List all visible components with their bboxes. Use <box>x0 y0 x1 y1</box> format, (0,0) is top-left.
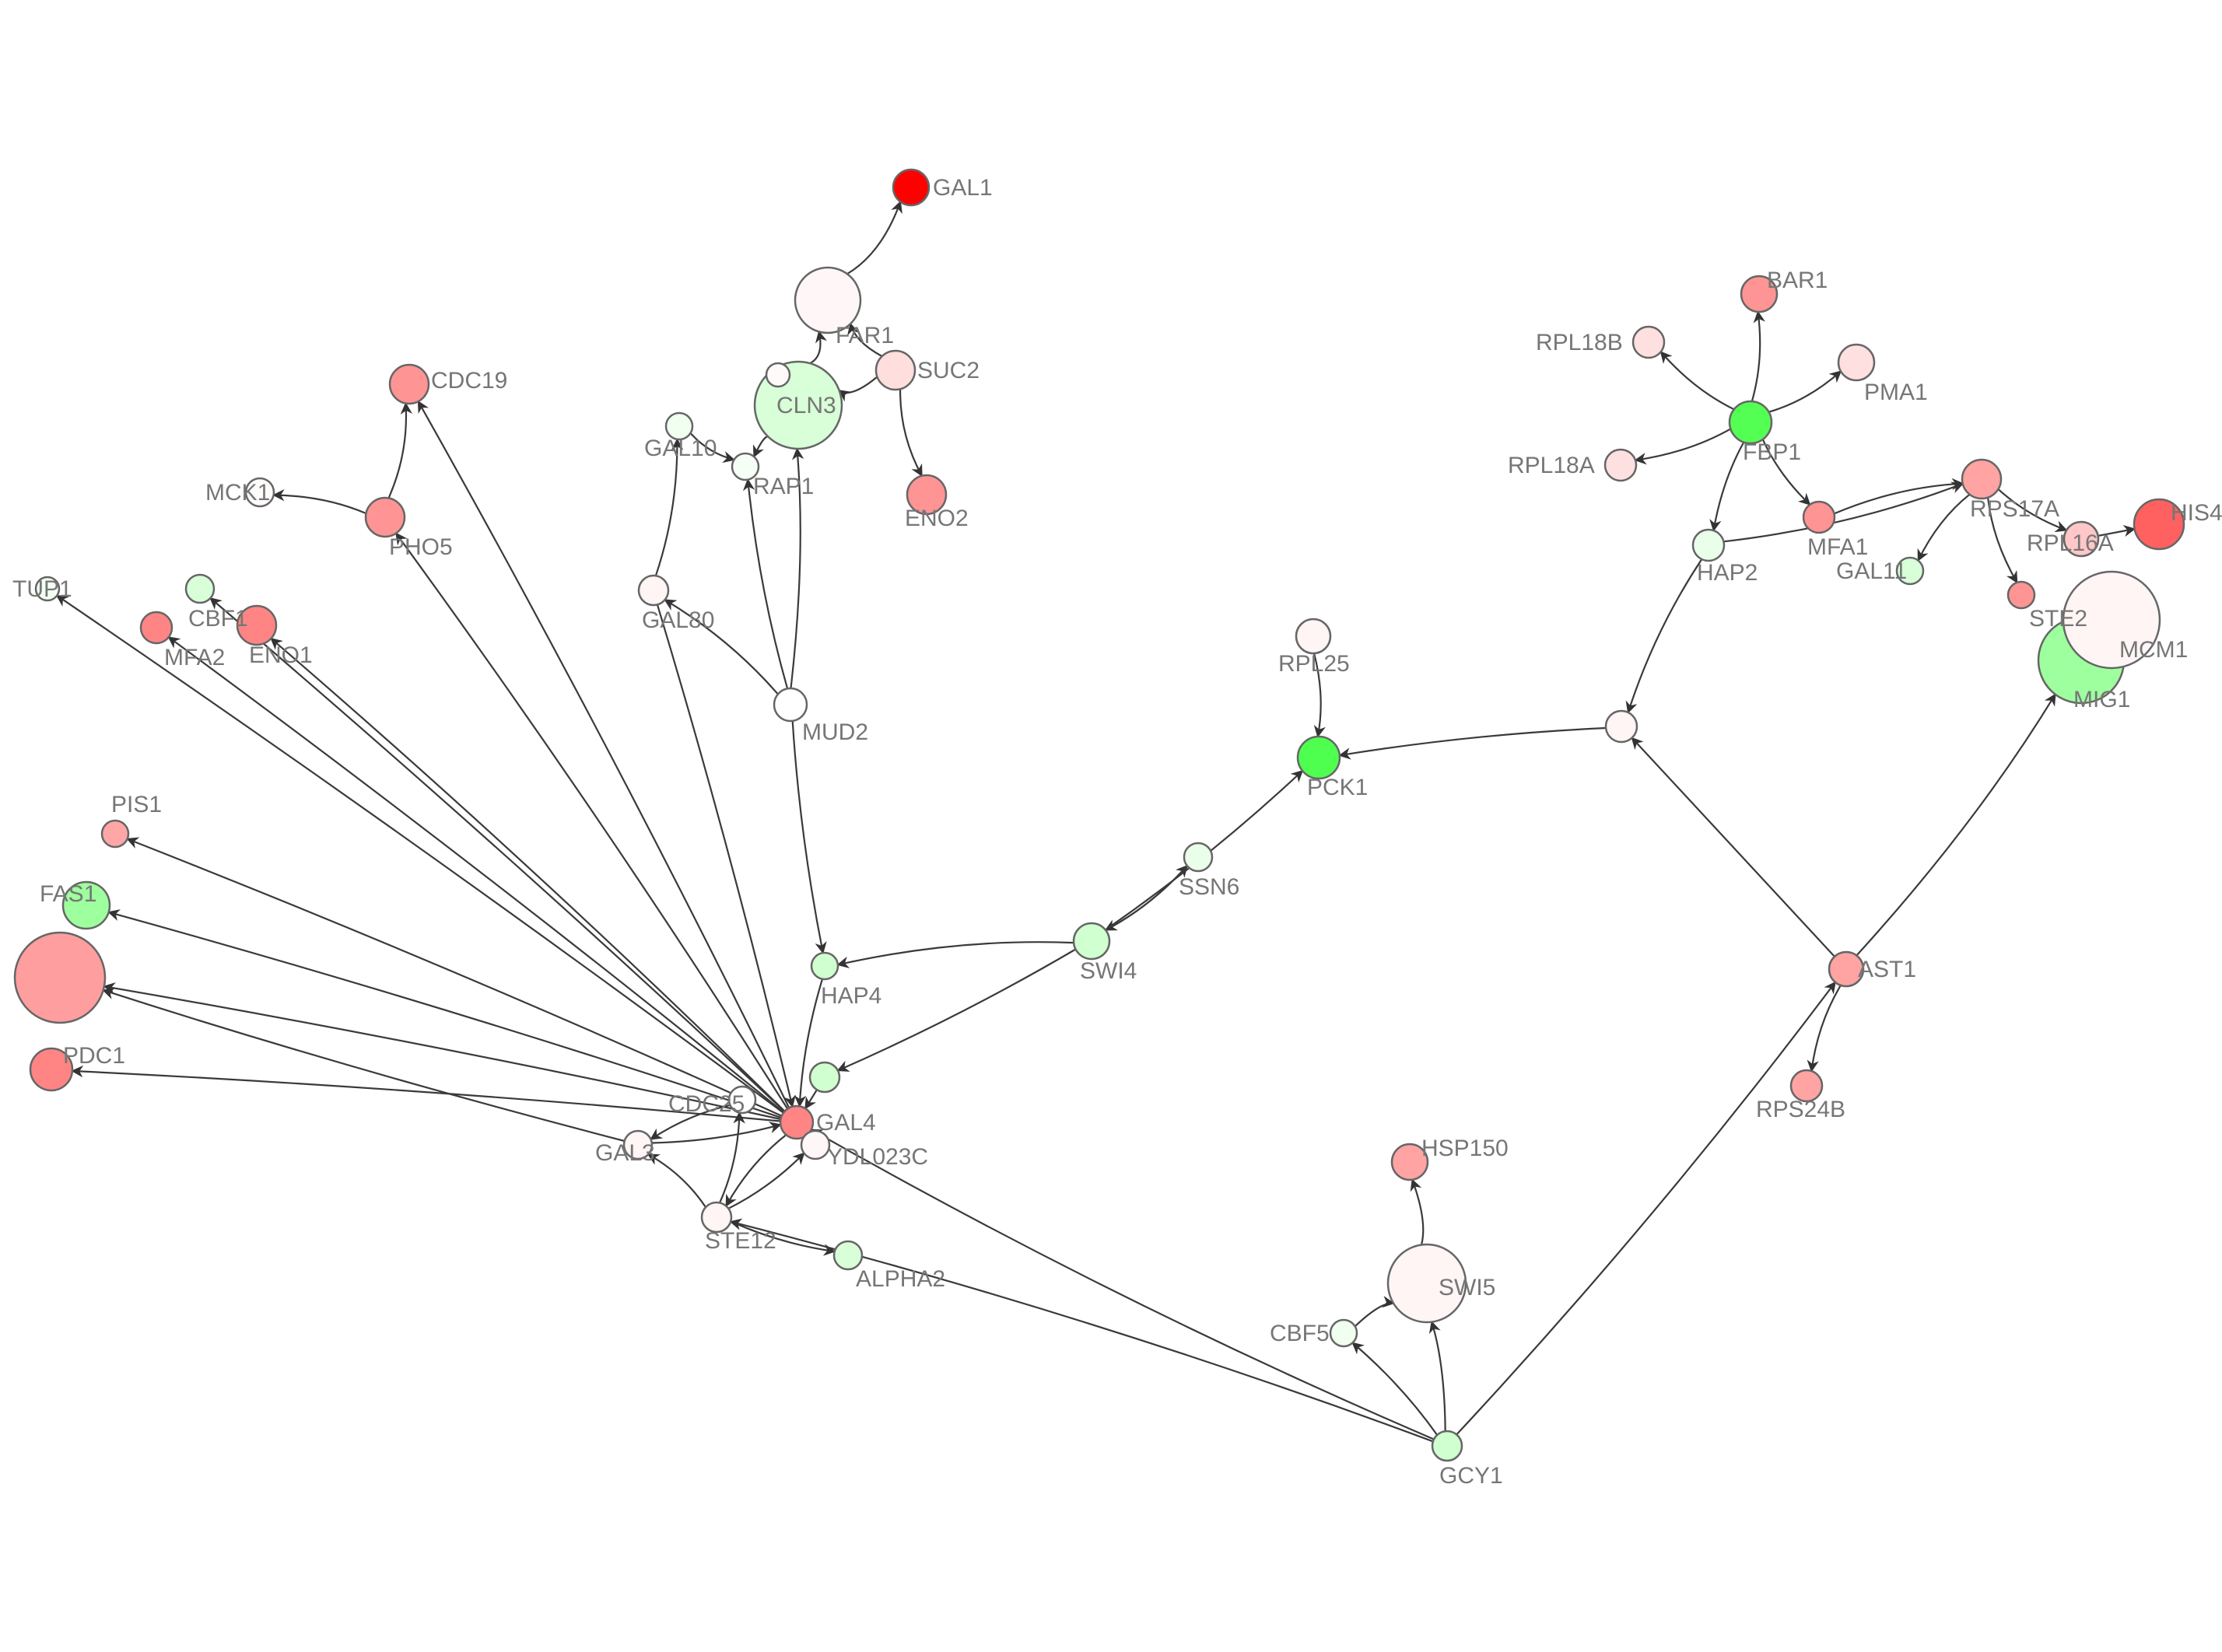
svg-text:AST1: AST1 <box>1858 957 1916 982</box>
svg-text:SWI5: SWI5 <box>1439 1275 1495 1300</box>
svg-text:HSP150: HSP150 <box>1421 1136 1509 1161</box>
svg-text:SUC2: SUC2 <box>917 358 980 383</box>
svg-text:GAL11: GAL11 <box>1836 558 1907 584</box>
svg-text:SSN6: SSN6 <box>1179 874 1239 900</box>
svg-text:RPL18B: RPL18B <box>1536 330 1623 355</box>
svg-text:PIS1: PIS1 <box>111 792 162 817</box>
svg-text:ALPHA2: ALPHA2 <box>856 1266 945 1292</box>
svg-text:RPS17A: RPS17A <box>1970 496 2059 522</box>
svg-text:ENO1: ENO1 <box>249 642 313 668</box>
svg-text:GAL10: GAL10 <box>644 436 717 461</box>
svg-text:RAP1: RAP1 <box>753 474 814 499</box>
svg-text:STE12: STE12 <box>705 1228 776 1254</box>
svg-text:ENO2: ENO2 <box>905 506 969 531</box>
svg-text:PMA1: PMA1 <box>1864 380 1928 405</box>
svg-text:MCM1: MCM1 <box>2119 637 2188 663</box>
svg-text:CDC25: CDC25 <box>668 1091 745 1117</box>
svg-text:GAL4: GAL4 <box>816 1110 876 1136</box>
svg-text:GAL3: GAL3 <box>595 1140 655 1166</box>
svg-text:STE2: STE2 <box>2029 606 2087 632</box>
svg-text:FAS1: FAS1 <box>40 881 96 907</box>
svg-text:HIS4: HIS4 <box>2171 500 2222 526</box>
svg-text:BAR1: BAR1 <box>1767 268 1828 293</box>
svg-text:RPL25: RPL25 <box>1278 651 1350 677</box>
svg-text:HAP2: HAP2 <box>1697 560 1758 586</box>
svg-text:FBP1: FBP1 <box>1743 439 1801 465</box>
svg-text:MIG1: MIG1 <box>2073 687 2130 712</box>
svg-text:CLN3: CLN3 <box>776 393 836 418</box>
svg-text:GAL80: GAL80 <box>642 607 714 633</box>
svg-text:CBF1: CBF1 <box>188 606 248 632</box>
svg-text:CDC19: CDC19 <box>431 368 507 394</box>
svg-text:YDL023C: YDL023C <box>827 1144 928 1170</box>
svg-text:TUP1: TUP1 <box>12 576 72 602</box>
svg-text:PDC1: PDC1 <box>63 1043 125 1069</box>
svg-text:MCK1: MCK1 <box>205 480 270 506</box>
svg-text:MFA1: MFA1 <box>1807 534 1868 560</box>
svg-text:GCY1: GCY1 <box>1439 1463 1503 1489</box>
svg-text:FAR1: FAR1 <box>836 323 894 348</box>
svg-text:PHO5: PHO5 <box>389 534 453 560</box>
svg-text:CBF5: CBF5 <box>1270 1321 1330 1346</box>
svg-text:SWI4: SWI4 <box>1080 958 1137 984</box>
svg-text:HAP4: HAP4 <box>821 983 881 1009</box>
svg-text:MUD2: MUD2 <box>802 719 868 745</box>
svg-text:RPL18A: RPL18A <box>1508 453 1595 478</box>
svg-text:MFA2: MFA2 <box>164 645 225 670</box>
svg-text:RPL16A: RPL16A <box>2027 530 2114 556</box>
svg-text:GAL1: GAL1 <box>933 175 993 201</box>
svg-text:PCK1: PCK1 <box>1307 775 1368 800</box>
svg-text:RPS24B: RPS24B <box>1756 1097 1845 1122</box>
